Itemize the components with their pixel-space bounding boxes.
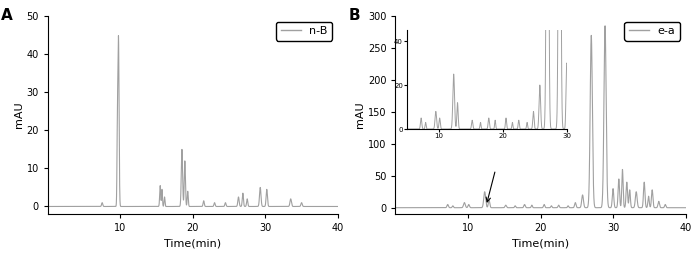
Legend: e-a: e-a bbox=[624, 22, 680, 41]
Text: B: B bbox=[349, 8, 360, 23]
Text: A: A bbox=[1, 8, 13, 23]
Legend: n-B: n-B bbox=[276, 22, 332, 41]
Y-axis label: mAU: mAU bbox=[13, 102, 24, 128]
X-axis label: Time(min): Time(min) bbox=[512, 239, 569, 249]
Y-axis label: mAU: mAU bbox=[355, 102, 365, 128]
X-axis label: Time(min): Time(min) bbox=[164, 239, 221, 249]
